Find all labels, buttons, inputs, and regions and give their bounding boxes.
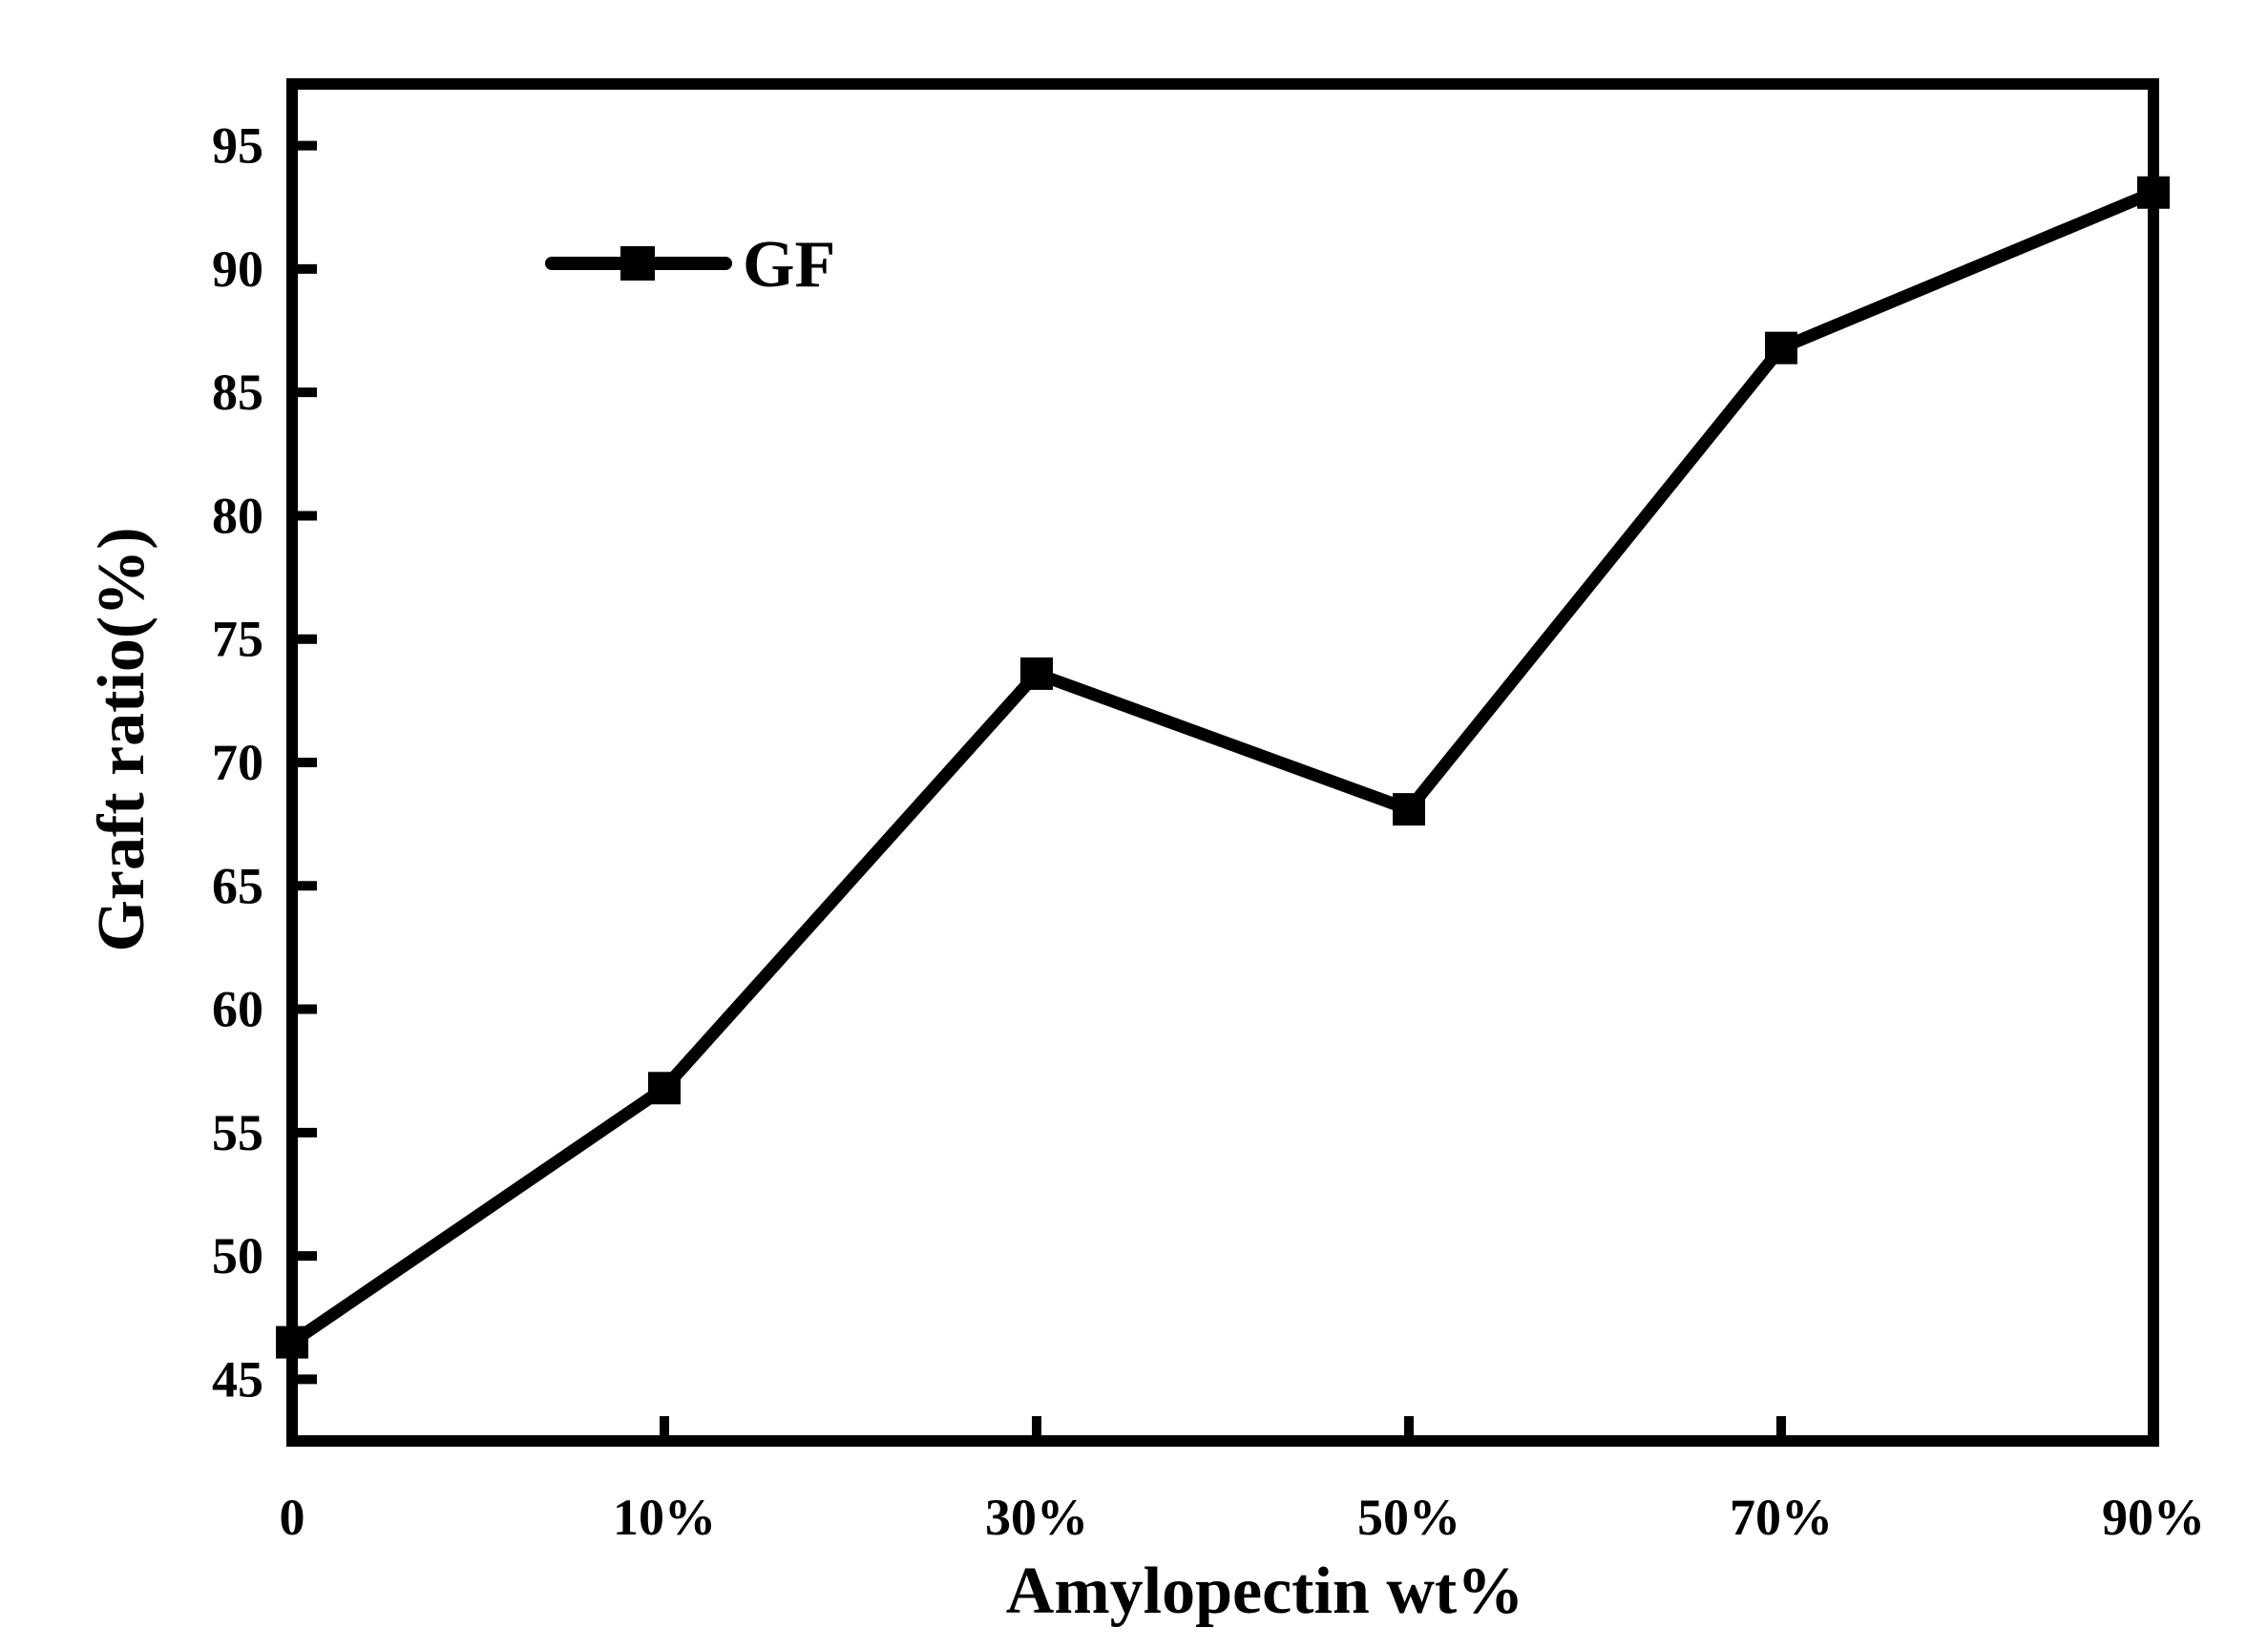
legend-label-gf: GF xyxy=(743,228,835,302)
y-tick-label: 70 xyxy=(212,734,263,791)
y-tick-label: 75 xyxy=(212,611,263,668)
x-tick-label: 50% xyxy=(1357,1489,1460,1546)
series-group xyxy=(276,176,2170,1359)
data-point-gf xyxy=(648,1072,681,1105)
y-tick-label: 55 xyxy=(212,1104,263,1161)
y-tick-label: 65 xyxy=(212,857,263,914)
data-point-gf xyxy=(276,1325,308,1359)
y-tick-label: 45 xyxy=(212,1350,263,1408)
data-point-gf xyxy=(2137,176,2170,209)
y-axis-title: Graft ratio(%) xyxy=(85,527,158,951)
x-tick-label: 10% xyxy=(613,1489,716,1546)
series-line-gf xyxy=(288,186,2156,1347)
x-tick-label: 0 xyxy=(280,1489,305,1546)
x-tick-label: 90% xyxy=(2102,1489,2205,1546)
y-axis-ticks: 45 50 55 60 65 70 75 80 85 90 95 xyxy=(212,117,317,1408)
y-tick-label: 50 xyxy=(212,1227,263,1284)
legend-marker-gf xyxy=(620,246,655,281)
y-tick-label: 90 xyxy=(212,240,263,298)
y-tick-label: 85 xyxy=(212,364,263,421)
legend: GF xyxy=(545,228,835,302)
x-tick-label: 30% xyxy=(985,1489,1088,1546)
x-tick-label: 70% xyxy=(1730,1489,1833,1546)
data-point-gf xyxy=(1765,331,1797,365)
y-tick-label: 95 xyxy=(212,117,263,175)
plot-frame xyxy=(286,78,2159,1447)
y-tick-label: 60 xyxy=(212,981,263,1038)
data-point-gf xyxy=(1020,657,1053,690)
data-point-gf xyxy=(1393,793,1425,826)
y-tick-label: 80 xyxy=(212,487,263,544)
x-axis-title: Amylopectin wt% xyxy=(1006,1555,1523,1628)
x-axis-ticks: 0 10% 30% 50% 70% 90% xyxy=(280,1416,2205,1546)
plot-area xyxy=(286,78,2159,1447)
